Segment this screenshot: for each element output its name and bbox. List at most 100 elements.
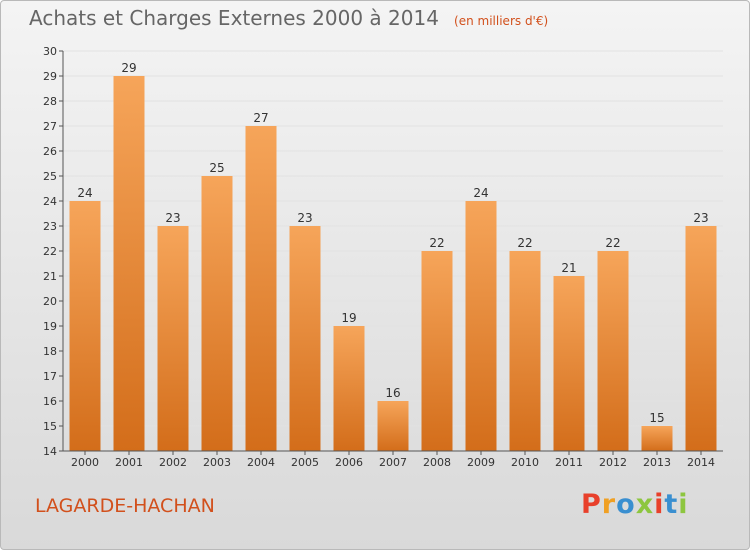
bar-2009 — [465, 201, 497, 451]
data-label-2014: 23 — [693, 211, 708, 225]
y-tick-label: 26 — [43, 145, 57, 158]
logo-letter: P — [581, 489, 602, 520]
bar-2000 — [69, 201, 101, 451]
y-tick-label: 23 — [43, 220, 57, 233]
y-tick-label: 18 — [43, 345, 57, 358]
x-tick-label: 2011 — [555, 456, 583, 469]
x-tick-2011: 2011 — [555, 451, 583, 469]
proxiti-logo[interactable]: Proxiti — [581, 489, 689, 520]
chart-title: Achats et Charges Externes 2000 à 2014 — [29, 6, 439, 30]
data-label-2000: 24 — [77, 186, 92, 200]
bar-2001 — [113, 76, 145, 451]
x-tick-2001: 2001 — [115, 451, 143, 469]
y-tick-label: 29 — [43, 70, 57, 83]
x-tick-2006: 2006 — [335, 451, 363, 469]
x-tick-label: 2014 — [687, 456, 715, 469]
y-tick-23: 23 — [43, 220, 63, 233]
y-tick-25: 25 — [43, 170, 63, 183]
y-tick-20: 20 — [43, 295, 63, 308]
y-tick-18: 18 — [43, 345, 63, 358]
y-tick-24: 24 — [43, 195, 63, 208]
x-tick-2002: 2002 — [159, 451, 187, 469]
commune-name: LAGARDE-HACHAN — [35, 495, 215, 517]
x-tick-2008: 2008 — [423, 451, 451, 469]
x-tick-label: 2010 — [511, 456, 539, 469]
y-tick-label: 14 — [43, 445, 57, 458]
x-tick-label: 2001 — [115, 456, 143, 469]
y-tick-label: 28 — [43, 95, 57, 108]
bar-2010 — [509, 251, 541, 451]
bar-2003 — [201, 176, 233, 451]
y-tick-17: 17 — [43, 370, 63, 383]
y-tick-21: 21 — [43, 270, 63, 283]
x-tick-2005: 2005 — [291, 451, 319, 469]
x-tick-2009: 2009 — [467, 451, 495, 469]
title-line: Achats et Charges Externes 2000 à 2014 (… — [29, 6, 548, 30]
bar-layer: 24 29 23 25 27 23 19 16 22 24 22 21 22 15 23 — [69, 61, 717, 451]
y-tick-14: 14 — [43, 445, 63, 458]
data-label-2011: 21 — [561, 261, 576, 275]
data-label-2001: 29 — [121, 61, 136, 75]
data-label-2007: 16 — [385, 386, 400, 400]
data-label-2006: 19 — [341, 311, 356, 325]
bar-2006 — [333, 326, 365, 451]
logo-letter: i — [678, 489, 689, 520]
bar-2004 — [245, 126, 277, 451]
y-tick-label: 24 — [43, 195, 57, 208]
data-label-2008: 22 — [429, 236, 444, 250]
x-tick-label: 2000 — [71, 456, 99, 469]
data-label-2003: 25 — [209, 161, 224, 175]
x-tick-2010: 2010 — [511, 451, 539, 469]
data-label-2012: 22 — [605, 236, 620, 250]
y-tick-30: 30 — [43, 45, 63, 58]
x-tick-label: 2012 — [599, 456, 627, 469]
x-tick-label: 2002 — [159, 456, 187, 469]
y-tick-27: 27 — [43, 120, 63, 133]
x-tick-label: 2013 — [643, 456, 671, 469]
data-label-2002: 23 — [165, 211, 180, 225]
chart-subtitle: (en milliers d'€) — [454, 14, 549, 28]
y-tick-28: 28 — [43, 95, 63, 108]
x-tick-label: 2009 — [467, 456, 495, 469]
logo-letter: i — [654, 489, 665, 520]
x-tick-2013: 2013 — [643, 451, 671, 469]
y-tick-22: 22 — [43, 245, 63, 258]
x-tick-label: 2007 — [379, 456, 407, 469]
y-tick-label: 16 — [43, 395, 57, 408]
y-tick-label: 19 — [43, 320, 57, 333]
data-label-2004: 27 — [253, 111, 268, 125]
logo-letter: t — [664, 489, 679, 520]
y-tick-label: 25 — [43, 170, 57, 183]
logo-letter: r — [601, 489, 617, 520]
data-label-2005: 23 — [297, 211, 312, 225]
bar-2013 — [641, 426, 673, 451]
y-tick-19: 19 — [43, 320, 63, 333]
x-tick-label: 2008 — [423, 456, 451, 469]
bar-2005 — [289, 226, 321, 451]
bar-2012 — [597, 251, 629, 451]
x-tick-label: 2003 — [203, 456, 231, 469]
data-label-2009: 24 — [473, 186, 488, 200]
y-tick-label: 30 — [43, 45, 57, 58]
logo-letter: o — [616, 489, 636, 520]
x-tick-2004: 2004 — [247, 451, 275, 469]
y-tick-label: 15 — [43, 420, 57, 433]
y-tick-label: 22 — [43, 245, 57, 258]
bar-2011 — [553, 276, 585, 451]
y-tick-16: 16 — [43, 395, 63, 408]
data-label-2013: 15 — [649, 411, 664, 425]
x-tick-2014: 2014 — [687, 451, 715, 469]
data-label-2010: 22 — [517, 236, 532, 250]
bar-2002 — [157, 226, 189, 451]
y-tick-26: 26 — [43, 145, 63, 158]
x-tick-label: 2004 — [247, 456, 275, 469]
logo-letter: x — [635, 489, 655, 520]
x-tick-2007: 2007 — [379, 451, 407, 469]
bar-2008 — [421, 251, 453, 451]
x-tick-2012: 2012 — [599, 451, 627, 469]
x-tick-label: 2005 — [291, 456, 319, 469]
x-tick-2000: 2000 — [71, 451, 99, 469]
y-tick-29: 29 — [43, 70, 63, 83]
